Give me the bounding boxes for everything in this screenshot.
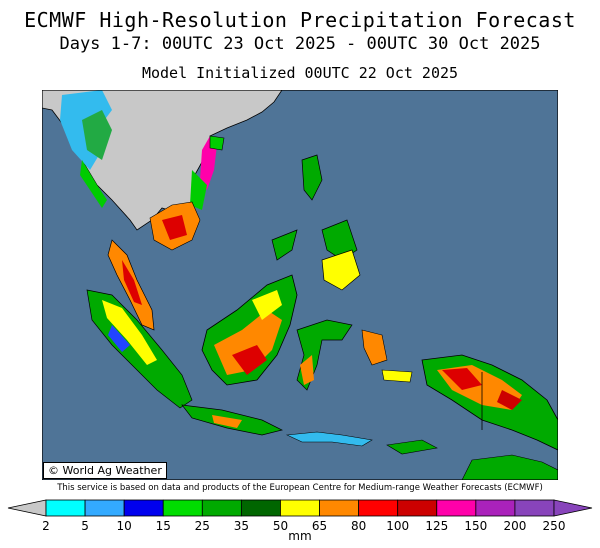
model-init: Model Initialized 00UTC 22 Oct 2025 bbox=[141, 64, 459, 82]
precipitation-map bbox=[42, 90, 558, 480]
legend-color-box bbox=[358, 499, 399, 517]
lesser-sunda bbox=[285, 431, 373, 447]
legend-color-box bbox=[514, 499, 555, 517]
legend-color-box bbox=[475, 499, 516, 517]
legend-color-box bbox=[201, 499, 242, 517]
legend-right-arrow bbox=[553, 499, 593, 517]
legend-color-box bbox=[436, 499, 477, 517]
mindanao bbox=[321, 249, 361, 291]
luzon bbox=[301, 154, 323, 201]
legend-tick-label: 80 bbox=[351, 519, 366, 533]
legend-tick-label: 10 bbox=[117, 519, 132, 533]
credit-label: © World Ag Weather bbox=[43, 462, 167, 479]
malay-core bbox=[122, 260, 142, 305]
legend-color-box bbox=[162, 499, 203, 517]
legend-color-box bbox=[84, 499, 125, 517]
legend-color-box bbox=[240, 499, 281, 517]
legend-color-box bbox=[280, 499, 320, 517]
legend-tick-label: 100 bbox=[386, 519, 409, 533]
sumatra-blue bbox=[108, 325, 130, 352]
northern-australia bbox=[461, 454, 558, 480]
timor bbox=[386, 439, 438, 455]
legend-tick-label: 150 bbox=[464, 519, 487, 533]
legend-left-arrow bbox=[7, 499, 47, 517]
legend-color-box bbox=[45, 499, 86, 517]
java-orange bbox=[212, 415, 242, 428]
map-title: ECMWF High-Resolution Precipitation Fore… bbox=[24, 8, 576, 32]
sulawesi-orange bbox=[300, 355, 314, 385]
legend-tick-label: 15 bbox=[156, 519, 171, 533]
new-guinea-red bbox=[442, 368, 482, 390]
sumatra-yellow bbox=[102, 300, 157, 365]
cambodia-core bbox=[162, 215, 187, 240]
legend-tick-label: 200 bbox=[503, 519, 526, 533]
legend-tick-label: 125 bbox=[425, 519, 448, 533]
forecast-period: Days 1-7: 00UTC 23 Oct 2025 - 00UTC 30 O… bbox=[59, 34, 541, 54]
borneo-yellow bbox=[252, 290, 282, 320]
legend-tick-label: 250 bbox=[543, 519, 566, 533]
legend-tick-label: 50 bbox=[273, 519, 288, 533]
legend-color-box bbox=[397, 499, 438, 517]
legend-tick-label: 25 bbox=[195, 519, 210, 533]
legend-units: mm bbox=[288, 529, 312, 543]
seram bbox=[381, 369, 413, 383]
vietnam-green bbox=[190, 170, 207, 210]
legend-tick-label: 2 bbox=[42, 519, 50, 533]
maluku bbox=[361, 329, 388, 366]
myanmar-coast bbox=[80, 160, 107, 208]
legend-tick-label: 5 bbox=[81, 519, 89, 533]
new-guinea-magenta bbox=[497, 390, 522, 410]
palawan bbox=[271, 229, 298, 261]
vietnam-coast-wet bbox=[200, 136, 217, 190]
legend-color-box bbox=[319, 499, 360, 517]
legend-tick-label: 65 bbox=[312, 519, 327, 533]
precipitation-legend: 2 5 10 15 25 35 50 65 80 100 125 150 200 250 bbox=[7, 499, 593, 533]
borneo-red bbox=[232, 345, 267, 375]
legend-color-box bbox=[123, 499, 164, 517]
hainan bbox=[209, 135, 225, 151]
legend-tick-label: 35 bbox=[234, 519, 249, 533]
mainland-wet-green bbox=[82, 110, 112, 160]
borneo-orange bbox=[214, 310, 282, 375]
disclaimer-text: This service is based on data and produc… bbox=[57, 483, 543, 493]
